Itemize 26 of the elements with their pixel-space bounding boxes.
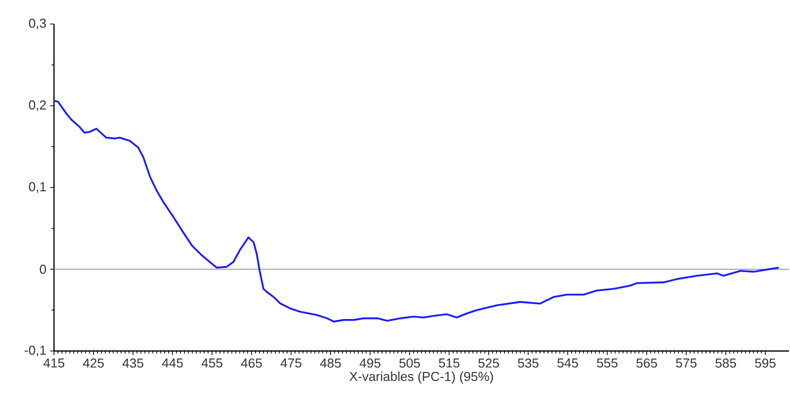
line-series: [53, 100, 780, 322]
x-tick-label: 515: [438, 358, 460, 368]
x-tick-label: 425: [83, 358, 104, 368]
x-axis-title: X-variables (PC-1) (95%): [349, 372, 494, 384]
y-tick-label: -0,1: [24, 346, 46, 356]
y-tick-label: 0,3: [28, 18, 46, 30]
x-tick-label: 465: [241, 358, 262, 368]
x-tick-label: 575: [676, 358, 697, 368]
y-tick-label: 0: [40, 264, 46, 274]
x-tick-label: 595: [755, 358, 776, 368]
x-tick-label: 435: [122, 358, 144, 368]
x-tick-label: 585: [715, 358, 736, 368]
x-tick-label: 545: [557, 358, 578, 368]
y-tick-label: 0,1: [28, 182, 46, 193]
x-tick-label: 505: [399, 358, 420, 368]
x-tick-label: 495: [360, 358, 380, 368]
x-tick-label: 535: [518, 358, 538, 368]
x-tick-label: 525: [478, 358, 499, 368]
x-tick-label: 415: [43, 358, 64, 368]
x-tick-label: 555: [596, 358, 618, 368]
x-tick-label: 455: [202, 358, 222, 368]
x-tick-label: 445: [162, 358, 183, 368]
x-tick-label: 485: [320, 358, 341, 368]
x-tick-label: 475: [280, 358, 302, 368]
y-tick-label: 0,2: [28, 100, 46, 112]
x-tick-label: 565: [636, 358, 657, 368]
